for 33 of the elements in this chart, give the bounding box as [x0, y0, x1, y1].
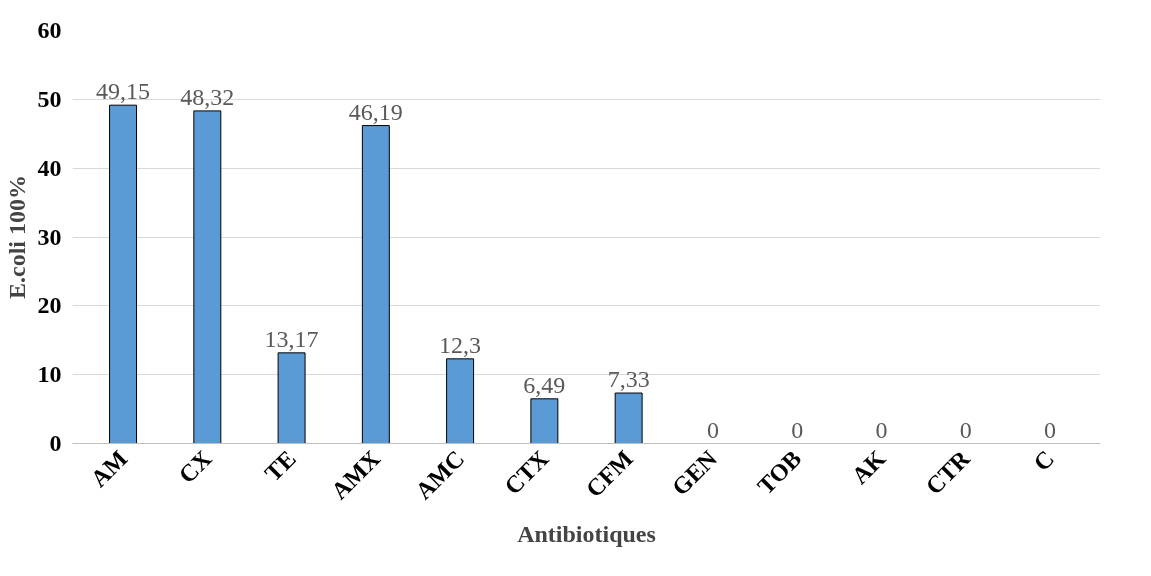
- data-label: 0: [875, 416, 888, 443]
- bar: [530, 398, 559, 444]
- x-tick-label: AK: [846, 445, 891, 490]
- y-tick-label: 10: [37, 361, 62, 388]
- y-axis-title: E.coli 100%: [3, 175, 30, 299]
- bar: [193, 110, 222, 444]
- bar: [446, 358, 475, 444]
- y-tick-label: 40: [37, 154, 62, 181]
- y-tick-label: 20: [37, 292, 62, 319]
- data-label: 48,32: [180, 83, 235, 110]
- x-tick-label: C: [1028, 445, 1060, 476]
- data-label: 0: [1043, 416, 1056, 443]
- data-label: 6,49: [523, 371, 566, 398]
- data-label: 0: [959, 416, 972, 443]
- data-label: 0: [706, 416, 719, 443]
- data-label: 0: [791, 416, 804, 443]
- x-axis-title: Antibiotiques: [517, 521, 656, 548]
- y-tick-label: 60: [37, 17, 62, 43]
- data-label: 49,15: [96, 78, 151, 105]
- x-tick-label: AM: [85, 445, 133, 492]
- bar: [109, 104, 138, 444]
- bar: [614, 392, 643, 444]
- y-tick-label: 0: [49, 430, 62, 456]
- bar: [277, 352, 306, 444]
- data-label: 46,19: [348, 98, 403, 125]
- x-tick-label: TE: [259, 445, 301, 487]
- y-tick-label: 30: [37, 223, 62, 250]
- bar: [361, 125, 390, 444]
- data-label: 13,17: [264, 325, 319, 352]
- data-label: 7,33: [607, 366, 650, 393]
- y-tick-label: 50: [37, 85, 62, 112]
- x-tick-label: CX: [173, 444, 217, 489]
- data-label: 12,3: [439, 331, 482, 358]
